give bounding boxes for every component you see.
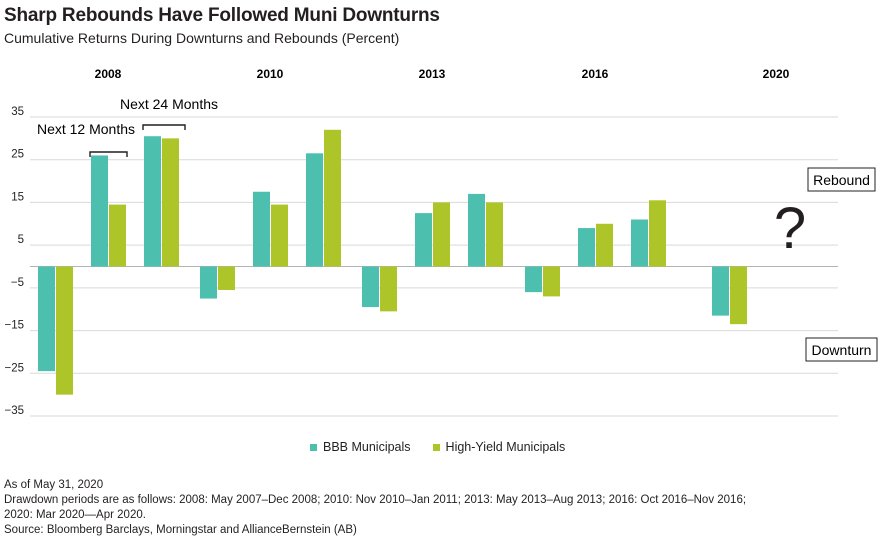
question-mark: ? xyxy=(774,196,806,261)
bar xyxy=(306,153,323,267)
annotation-rebound: Rebound xyxy=(813,172,870,188)
chart-subtitle: Cumulative Returns During Downturns and … xyxy=(4,30,400,46)
bar xyxy=(730,266,747,325)
bar xyxy=(56,266,73,395)
footnotes: As of May 31, 2020 Drawdown periods are … xyxy=(4,478,864,538)
bar xyxy=(631,219,648,267)
y-tick-label: 15 xyxy=(11,191,24,203)
bar xyxy=(109,204,126,267)
bracket-next12 xyxy=(89,151,128,157)
bar xyxy=(649,200,666,267)
legend-label-hy: High-Yield Municipals xyxy=(445,440,566,454)
bar xyxy=(144,136,161,267)
bracket-next24 xyxy=(142,124,186,130)
y-tick-label: −25 xyxy=(4,362,24,374)
bar xyxy=(218,266,235,290)
period-label: 2008 xyxy=(95,67,122,81)
annotation-next24: Next 24 Months xyxy=(120,96,218,112)
legend-item-hy: High-Yield Municipals xyxy=(432,440,566,454)
bar xyxy=(324,129,341,267)
annotation-downturn: Downturn xyxy=(812,342,872,358)
note-periods-1: Drawdown periods are as follows: 2008: M… xyxy=(4,494,747,506)
note-asof: As of May 31, 2020 xyxy=(4,479,104,491)
annotation-next12: Next 12 Months xyxy=(37,121,135,137)
period-label: 2016 xyxy=(582,67,609,81)
y-tick-label: 5 xyxy=(18,234,24,246)
bar xyxy=(200,266,217,299)
bar xyxy=(253,191,270,267)
period-label: 2010 xyxy=(257,67,284,81)
legend: BBB Municipals High-Yield Municipals xyxy=(310,440,565,454)
legend-label-bbb: BBB Municipals xyxy=(323,440,411,454)
bar xyxy=(712,266,729,316)
y-tick-label: −35 xyxy=(4,405,24,417)
bar xyxy=(433,202,450,267)
chart-title: Sharp Rebounds Have Followed Muni Downtu… xyxy=(4,5,440,26)
legend-item-bbb: BBB Municipals xyxy=(310,440,411,454)
period-label: 2020 xyxy=(763,67,790,81)
period-label: 2013 xyxy=(419,67,446,81)
bar xyxy=(38,266,55,372)
bar xyxy=(543,266,560,297)
bar xyxy=(91,155,108,267)
bar xyxy=(578,228,595,267)
bar xyxy=(525,266,542,293)
bar xyxy=(362,266,379,308)
bar xyxy=(486,202,503,267)
rebound-box xyxy=(807,167,876,192)
note-source: Source: Bloomberg Barclays, Morningstar … xyxy=(4,524,357,536)
bar xyxy=(271,204,288,267)
y-tick-label: 25 xyxy=(11,149,24,161)
note-periods-2: 2020: Mar 2020—Apr 2020. xyxy=(4,509,146,521)
legend-swatch-hy xyxy=(432,443,440,451)
legend-swatch-bbb xyxy=(310,443,317,451)
y-tick-label: −5 xyxy=(11,277,24,289)
bar xyxy=(468,193,485,267)
y-tick-label: −15 xyxy=(4,320,24,332)
downturn-box xyxy=(805,337,878,362)
bar-chart: 35 25 15 5 −5 −15 −25 −35 2008 2010 2013 2016 2020 Ne… xyxy=(4,67,878,417)
bar xyxy=(415,213,432,267)
bar xyxy=(162,138,179,267)
y-tick-label: 35 xyxy=(11,106,24,118)
bar xyxy=(596,223,613,267)
bar xyxy=(380,266,397,312)
